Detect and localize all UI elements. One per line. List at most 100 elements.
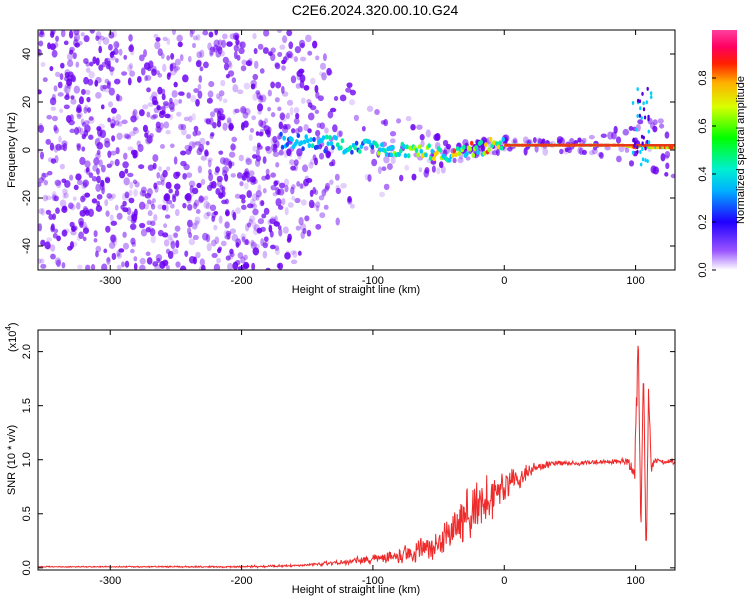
spectrogram-cell [250, 83, 258, 89]
spectrogram-cell [98, 45, 103, 54]
spectrogram-cell [128, 44, 135, 53]
spectrogram-cell [58, 135, 62, 143]
spectrogram-cell [424, 166, 430, 174]
spectrogram-ridge-cell [471, 152, 476, 158]
snr-frame [37, 329, 676, 571]
spectrogram-cell [53, 195, 59, 202]
spectrogram-cell [76, 202, 81, 210]
spectrogram-ridge-cell [348, 145, 353, 151]
spectrogram-cell [62, 205, 68, 211]
spectrogram-cell [80, 118, 85, 126]
spectrogram-cell [234, 193, 241, 199]
colorbar-tick-label: 0.2 [697, 214, 709, 229]
spectrogram-cell [258, 199, 265, 207]
spectrogram-cell [187, 219, 193, 228]
spectrogram-cell [118, 248, 125, 253]
spectrogram-cell [170, 53, 175, 60]
spectrogram-cell [209, 46, 216, 53]
snr-plot-area [38, 330, 675, 570]
spectrogram-cell [275, 162, 280, 168]
spectrogram-cell [40, 263, 47, 269]
spectrogram-cell [242, 111, 249, 119]
spectrogram-cell [224, 173, 229, 182]
spectrogram-cell [160, 179, 165, 186]
snr-scale-exponent: 4 [4, 326, 13, 331]
spectrogram-cell [86, 96, 91, 103]
spectrogram-cell [231, 136, 238, 142]
spectrogram-cell [109, 69, 114, 76]
spectrogram-cell [203, 195, 209, 201]
spectrogram-cell [339, 94, 347, 102]
spectrogram-cell [197, 165, 203, 174]
spectrogram-cell [109, 214, 114, 222]
spectrogram-cell [121, 119, 128, 125]
spectrogram-cell [208, 172, 214, 182]
spectrogram-cell [231, 77, 237, 84]
spectrogram-cell [318, 195, 325, 201]
spectrogram-cell [47, 170, 53, 176]
spectrogram-cell [73, 184, 79, 191]
spectrogram-cell [556, 136, 564, 143]
spectrogram-cell [237, 266, 244, 270]
spectrogram-cell [140, 186, 147, 194]
spectrogram-cell [159, 143, 165, 150]
spectrogram-cell [122, 231, 127, 238]
spectrogram-cell [249, 198, 256, 208]
spectrogram-cell [195, 209, 201, 215]
spectrogram-cell [193, 125, 199, 132]
spectrogram-cell [84, 104, 89, 112]
spectrogram-ridge-cell [468, 146, 472, 152]
spectrogram-ridge-cell [328, 135, 332, 141]
spectrogram-cell [138, 109, 145, 117]
spectrogram-cell [425, 129, 431, 138]
spectrogram-cell [180, 150, 187, 156]
spectrogram-ridge-cell [488, 136, 493, 142]
spectrogram-cell [277, 225, 282, 230]
spectrogram-cell [188, 255, 196, 264]
spectrogram-cell [239, 194, 246, 200]
spectrogram-cell [235, 39, 240, 46]
spectrogram-cell [335, 217, 340, 226]
spectrogram-spike-cell [636, 149, 639, 154]
spectrogram-cell [104, 140, 111, 148]
spectrogram-cell [197, 90, 203, 99]
spectrogram-x-ticks: -300 -200 -100 0 100 [99, 30, 645, 287]
spectrogram-cell [243, 239, 250, 246]
spectrogram-y-ticks: -40 -20 0 20 40 [21, 48, 675, 254]
spectrogram-cell [287, 53, 292, 59]
spectrogram-cell [290, 259, 298, 265]
spectrogram-cell [97, 40, 102, 45]
spectrogram-cell [213, 224, 218, 231]
spectrogram-cell [127, 77, 132, 86]
spectrogram-cell [40, 239, 46, 247]
spectrogram-cell [312, 187, 317, 194]
spectrogram-ridge-cell [457, 151, 461, 157]
spectrogram-cell [127, 146, 134, 151]
spectrogram-cell [62, 193, 66, 199]
spectrogram-cell [213, 210, 219, 216]
spectrogram-cell [191, 222, 198, 230]
spectrogram-cell [83, 106, 88, 114]
spectrogram-cell [349, 203, 355, 209]
spectrogram-cell [321, 72, 327, 81]
spectrogram-cell [274, 245, 280, 251]
spectrogram-cell [209, 204, 217, 212]
spectrogram-cell [140, 67, 146, 76]
spectrogram-cell [274, 140, 280, 149]
spectrogram-cell [66, 78, 73, 87]
spectrogram-cell [272, 145, 277, 154]
spectrogram-ridge-cell [462, 144, 466, 150]
spectrogram-cell [126, 135, 132, 141]
snr-y-ticks: 0.0 0.5 1.0 1.5 2.0 [21, 344, 675, 575]
spectrogram-cell [151, 91, 158, 100]
spectrogram-cell [230, 161, 235, 167]
spectrogram-cell [228, 255, 234, 260]
spectrogram-cell [157, 229, 164, 237]
spectrogram-cell [242, 263, 250, 269]
spectrogram-cell [253, 60, 259, 69]
y-tick-label: -20 [21, 190, 33, 206]
spectrogram-cell [165, 264, 170, 270]
spectrogram-cell [108, 31, 115, 39]
spectrogram-cell [147, 210, 153, 217]
spectrogram-ridge-cell [353, 145, 357, 151]
